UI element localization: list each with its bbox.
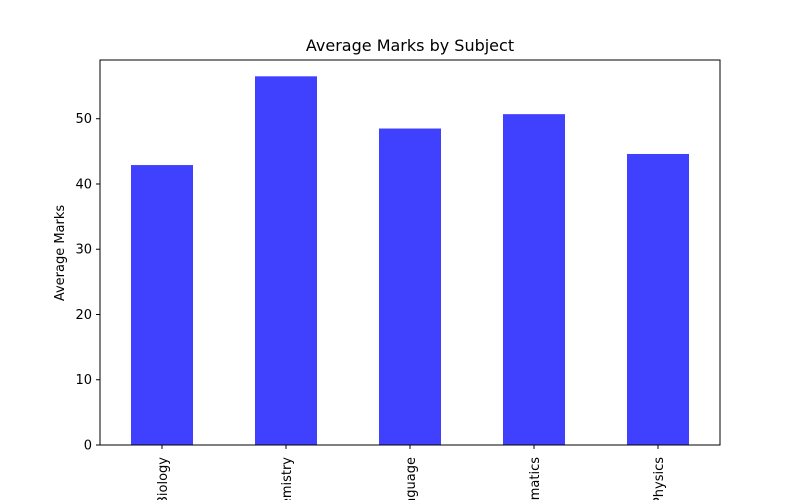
y-tick-label: 10 — [75, 373, 92, 388]
x-tick-label: Physics — [652, 457, 667, 500]
bar-mathematics — [503, 114, 565, 446]
y-tick-label: 50 — [75, 112, 92, 127]
chart-title: Average Marks by Subject — [306, 36, 514, 55]
bar-chemistry — [255, 76, 317, 445]
x-tick-label: Language — [404, 457, 419, 500]
y-tick-label: 20 — [75, 308, 92, 323]
bar-language — [379, 128, 441, 445]
bars-group — [131, 76, 689, 446]
y-axis-label: Average Marks — [53, 205, 68, 302]
x-tick-label: Biology — [156, 457, 171, 500]
x-tick-label: Mathematics — [528, 457, 543, 500]
y-axis: 0 10 20 30 40 50 — [75, 112, 100, 454]
y-tick-label: 30 — [75, 243, 92, 258]
bar-biology — [131, 165, 193, 445]
x-tick-label: Chemistry — [280, 457, 295, 500]
y-tick-label: 40 — [75, 177, 92, 192]
bar-physics — [627, 153, 689, 445]
plot-frame — [99, 59, 721, 446]
x-axis: Biology Chemistry Language Mathematics Physi… — [156, 445, 667, 500]
y-tick-label: 0 — [84, 439, 92, 454]
